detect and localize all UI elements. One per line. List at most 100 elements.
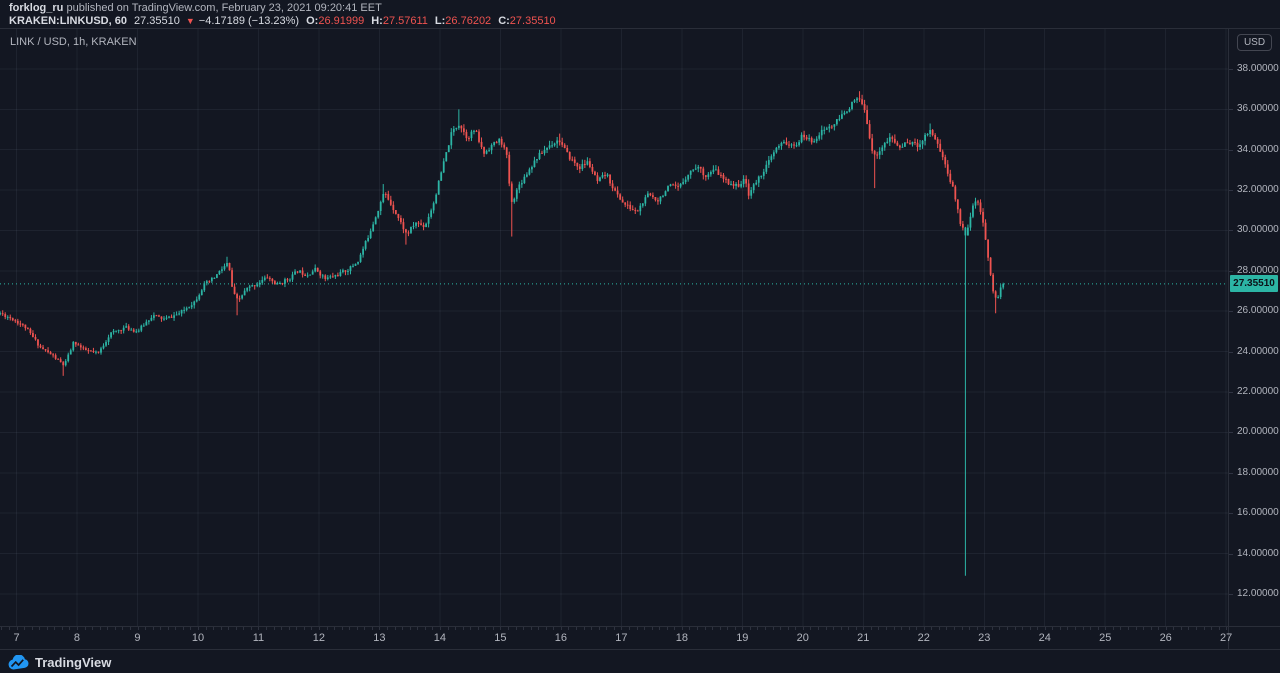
time-minor-tick xyxy=(1112,627,1114,630)
time-minor-tick xyxy=(666,627,668,630)
time-minor-tick xyxy=(1143,627,1144,630)
snapshot-header: forklog_ru published on TradingView.com,… xyxy=(0,0,1280,28)
time-minor-tick xyxy=(1097,627,1099,630)
time-tick-label: 25 xyxy=(1099,632,1112,644)
time-minor-tick xyxy=(613,627,615,630)
time-minor-tick xyxy=(863,627,865,630)
time-tick-label: 22 xyxy=(917,632,930,644)
time-minor-tick xyxy=(175,627,177,630)
time-minor-tick xyxy=(387,627,388,630)
time-minor-tick xyxy=(704,627,706,630)
time-minor-tick xyxy=(689,627,691,630)
time-minor-tick xyxy=(318,627,320,630)
time-minor-tick xyxy=(991,627,993,630)
time-minor-tick xyxy=(1075,627,1076,630)
time-minor-tick xyxy=(379,627,381,630)
time-minor-tick xyxy=(719,627,721,630)
time-minor-tick xyxy=(1090,627,1092,630)
price-tick-mark xyxy=(1229,190,1233,191)
time-minor-tick xyxy=(311,627,313,630)
time-tick-label: 19 xyxy=(736,632,749,644)
price-tick-label: 24.00000 xyxy=(1237,345,1279,357)
time-minor-tick xyxy=(954,627,955,630)
time-minor-tick xyxy=(1044,627,1046,630)
time-tick-label: 20 xyxy=(796,632,809,644)
time-minor-tick xyxy=(644,627,645,630)
time-minor-tick xyxy=(69,627,71,630)
price-axis[interactable]: USD 27.35510 12.00000 14.00000 16.00000 18.… xyxy=(1228,29,1280,649)
time-minor-tick xyxy=(31,627,33,630)
time-minor-tick xyxy=(893,627,895,630)
time-minor-tick xyxy=(901,627,903,630)
ticker-last-price: 27.35510 xyxy=(133,15,180,27)
time-minor-tick xyxy=(870,627,872,630)
currency-toggle-button[interactable]: USD xyxy=(1237,34,1272,51)
price-tick-mark xyxy=(1229,432,1233,433)
time-minor-tick xyxy=(749,627,751,630)
time-tick-label: 13 xyxy=(373,632,386,644)
time-minor-tick xyxy=(583,627,585,630)
price-tick-mark xyxy=(1229,150,1233,151)
time-minor-tick xyxy=(923,627,925,630)
time-minor-tick xyxy=(46,627,48,630)
candlestick-chart-plot[interactable]: LINK / USD, 1h, KRAKEN xyxy=(0,29,1228,626)
time-minor-tick xyxy=(107,627,109,630)
time-minor-tick xyxy=(1029,627,1031,630)
time-minor-tick xyxy=(961,627,963,630)
time-minor-tick xyxy=(1165,627,1167,630)
time-minor-tick xyxy=(1082,627,1084,630)
time-minor-tick xyxy=(659,627,661,630)
time-minor-tick xyxy=(553,627,555,630)
time-minor-tick xyxy=(1150,627,1152,630)
time-minor-tick xyxy=(848,627,850,630)
ticker-symbol: KRAKEN:LINKUSD, 60 xyxy=(9,15,127,27)
time-minor-tick xyxy=(681,627,683,630)
tradingview-logo[interactable]: TradingView xyxy=(8,654,111,670)
time-minor-tick xyxy=(507,627,509,630)
time-minor-tick xyxy=(908,627,910,630)
price-tick-mark xyxy=(1229,352,1233,353)
time-minor-tick xyxy=(802,627,804,630)
close-label: C: xyxy=(498,15,510,27)
time-minor-tick xyxy=(1006,627,1008,630)
price-tick-mark xyxy=(1229,554,1233,555)
time-minor-tick xyxy=(1052,627,1054,630)
time-minor-tick xyxy=(931,627,933,630)
time-minor-tick xyxy=(439,627,441,630)
time-minor-tick xyxy=(938,627,940,630)
price-tick-label: 18.00000 xyxy=(1237,466,1279,478)
published-text: published on TradingView.com, February 2… xyxy=(63,2,382,14)
time-axis[interactable]: 7 8 9 10 11 12 13 14 15 16 17 18 19 20 21 22 23 24 25 26 27 xyxy=(0,626,1280,649)
time-minor-tick xyxy=(999,627,1001,630)
time-tick-label: 8 xyxy=(73,632,81,644)
price-tick-mark xyxy=(1229,473,1233,474)
time-minor-tick xyxy=(160,627,162,630)
chart-widget: LINK / USD, 1h, KRAKEN USD 27.35510 12.0… xyxy=(0,28,1280,673)
time-minor-tick xyxy=(371,627,373,630)
time-minor-tick xyxy=(485,627,487,630)
time-tick-label: 16 xyxy=(554,632,567,644)
price-tick-label: 32.00000 xyxy=(1237,184,1279,196)
time-minor-tick xyxy=(152,627,154,630)
time-minor-tick xyxy=(742,627,744,630)
time-minor-tick xyxy=(1059,627,1061,630)
time-minor-tick xyxy=(674,627,676,630)
time-minor-tick xyxy=(984,627,986,630)
down-triangle-icon: ▼ xyxy=(185,16,195,26)
time-minor-tick xyxy=(1022,627,1024,630)
price-tick-label: 14.00000 xyxy=(1237,547,1279,559)
time-tick-label: 26 xyxy=(1159,632,1172,644)
time-minor-tick xyxy=(61,627,63,630)
time-minor-tick xyxy=(1067,627,1069,630)
time-minor-tick xyxy=(538,627,540,630)
time-minor-tick xyxy=(795,627,797,630)
open-value: 26.91999 xyxy=(318,15,365,27)
time-minor-tick xyxy=(114,627,116,630)
time-minor-tick xyxy=(523,627,525,630)
time-minor-tick xyxy=(576,627,577,630)
time-minor-tick xyxy=(734,627,736,630)
ticker-change: −4.17189 (−13.23%) xyxy=(198,15,300,27)
time-minor-tick xyxy=(568,627,570,630)
close-value: 27.35510 xyxy=(509,15,556,27)
price-tick-mark xyxy=(1229,271,1233,272)
